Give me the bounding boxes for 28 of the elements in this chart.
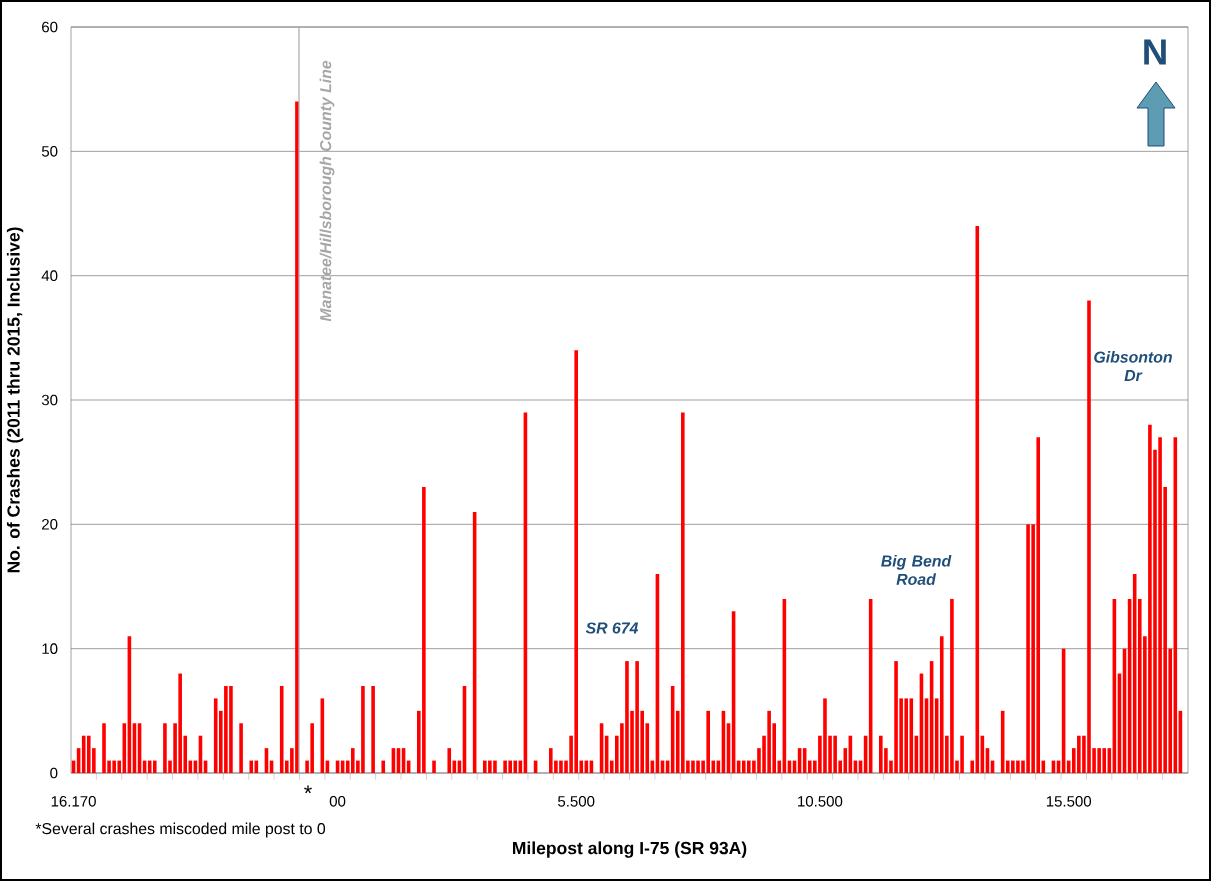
text: *Several crashes miscoded mile post to 0 — [35, 822, 326, 838]
annotation: Manatee/Hillsborough County Line — [319, 60, 335, 322]
x-tick-label: 5.500 — [558, 796, 595, 807]
annotation: Gibsonton Dr — [1094, 351, 1172, 381]
y-tick-label: 10 — [42, 643, 58, 654]
bar — [152, 760, 157, 773]
bar — [381, 760, 386, 773]
bar — [432, 760, 436, 773]
x-tick-label: 15.500 — [1046, 796, 1092, 807]
bar — [371, 685, 375, 773]
x-tick-label: 16.170 — [51, 796, 96, 807]
y-tick-label: 0 — [50, 767, 58, 779]
y-tick-label: 50 — [41, 146, 58, 157]
bar — [249, 760, 254, 773]
y-tick-label: 60 — [42, 21, 58, 33]
annotation: N — [1144, 39, 1166, 65]
y-axis-title: No. of Crashes (2011 thru 2015, Inclusive) — [6, 227, 24, 573]
bar — [447, 748, 452, 773]
y-tick-label: 30 — [41, 394, 58, 406]
x-tick-label: 10.500 — [798, 796, 843, 807]
x-axis-title: Milepost along I-75 (SR 93A) — [513, 841, 747, 858]
annotation: SR 674 — [585, 622, 639, 634]
text: * — [304, 785, 312, 794]
y-tick-label: 40 — [41, 270, 58, 281]
annotation: Big Bend Road — [881, 555, 952, 585]
y-tick-label: 20 — [42, 519, 58, 530]
x-tick-label: 00 — [329, 796, 346, 807]
bar — [239, 723, 243, 773]
